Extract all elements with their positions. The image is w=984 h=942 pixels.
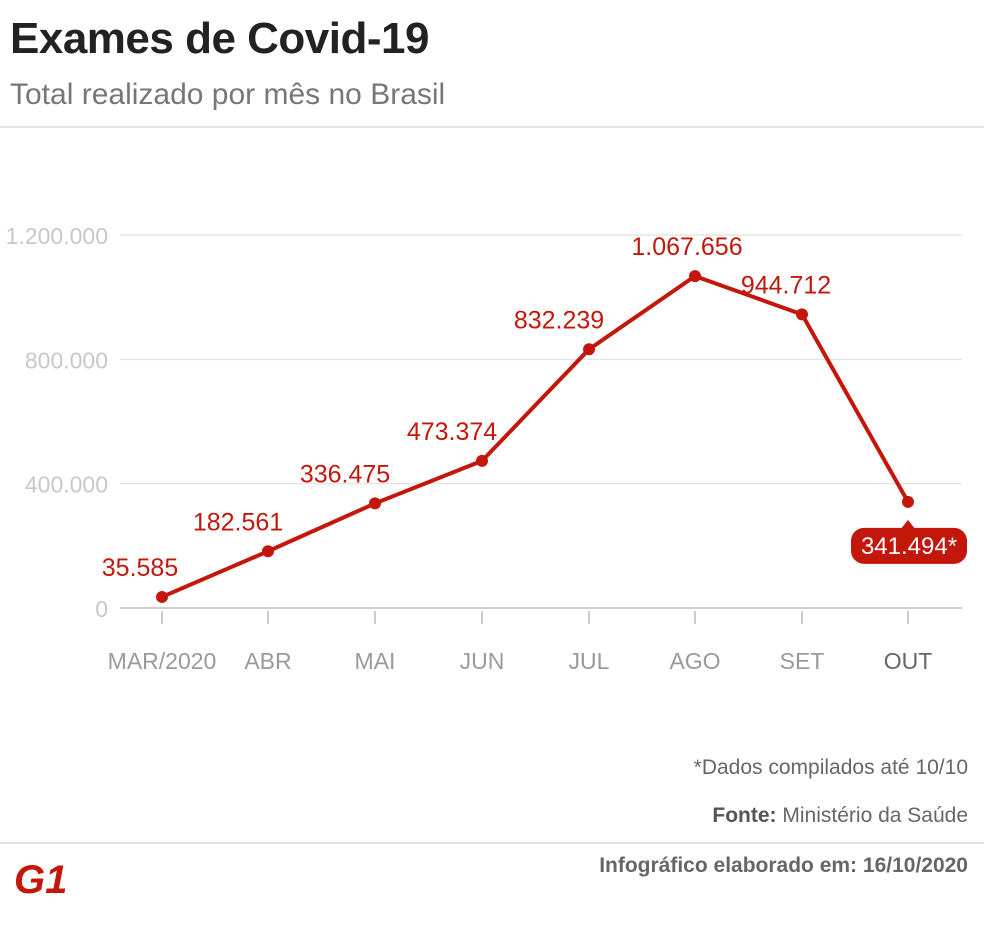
data-point <box>689 270 701 283</box>
y-tick-label: 1.200.000 <box>6 223 108 249</box>
x-tick-label: OUT <box>884 648 933 674</box>
source-label: Fonte: <box>712 804 777 827</box>
data-label-badge <box>851 527 967 564</box>
g1-logo-text: G1 <box>14 858 67 898</box>
x-tick-label: JUL <box>569 648 610 674</box>
line-chart: 0 400.000 800.000 1.200.000 MAR/2020 ABR MAI JU… <box>6 223 967 674</box>
data-point <box>262 545 274 558</box>
data-note: *Dados compilados até 10/10 <box>693 756 968 779</box>
x-tick-label: ABR <box>244 648 291 674</box>
data-label: 473.374 <box>407 418 497 446</box>
data-label-badge-pointer <box>901 519 915 529</box>
data-label: 341.494* <box>861 533 957 560</box>
x-tick-label: AGO <box>669 648 720 674</box>
g1-logo: G1 <box>14 858 67 898</box>
y-tick-label: 400.000 <box>25 472 108 498</box>
data-point <box>369 497 381 510</box>
x-tick-label: JUN <box>460 648 505 674</box>
y-tick-label: 800.000 <box>25 347 108 373</box>
data-point <box>583 343 595 356</box>
data-label: 832.239 <box>514 306 604 334</box>
data-point <box>902 495 914 508</box>
series-line <box>160 274 910 599</box>
chart-title: Exames de Covid-19 <box>10 14 429 63</box>
chart-subtitle: Total realizado por mês no Brasil <box>10 78 446 111</box>
source-line: Fonte: Ministério da Saúde <box>712 804 968 828</box>
source-value: Ministério da Saúde <box>782 804 968 827</box>
data-label: 182.561 <box>193 508 283 536</box>
data-label: 1.067.656 <box>631 233 742 261</box>
header-divider <box>0 126 984 128</box>
data-point <box>476 454 488 467</box>
x-tick-label: MAR/2020 <box>108 648 217 674</box>
data-label: 336.475 <box>300 460 390 488</box>
x-tick-label: SET <box>780 648 825 674</box>
data-point <box>156 590 168 603</box>
footer-divider <box>0 842 984 844</box>
data-point <box>796 308 808 321</box>
y-tick-label: 0 <box>95 596 108 622</box>
data-label: 944.712 <box>741 271 831 299</box>
x-tick-label: MAI <box>355 648 396 674</box>
infographic-credit: Infográfico elaborado em: 16/10/2020 <box>599 854 968 877</box>
data-label: 35.585 <box>102 554 178 582</box>
